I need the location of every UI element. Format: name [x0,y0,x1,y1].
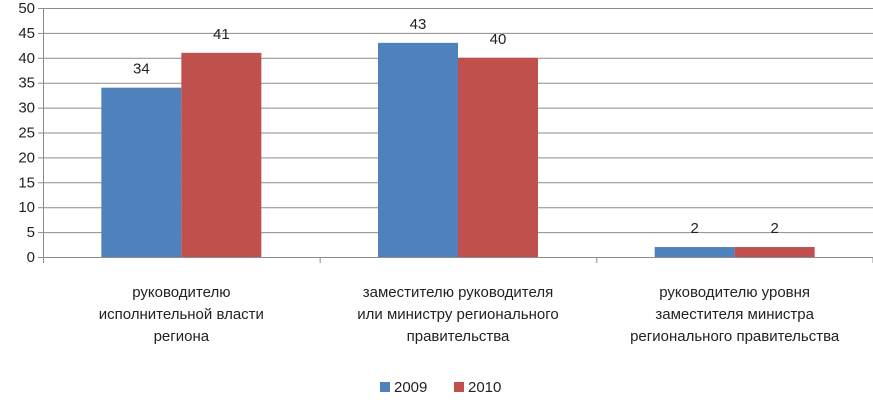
x-category-label: заместителю руководителя или министру рег… [357,284,558,345]
data-label: 34 [133,61,150,78]
data-label: 41 [213,26,230,43]
data-label: 2 [690,220,698,237]
legend-label-2010: 2010 [468,379,501,396]
y-tick-label: 10 [18,199,35,216]
legend-label-2009: 2009 [394,379,427,396]
y-tick-label: 5 [27,224,35,241]
bar-2009 [378,42,458,257]
y-tick-label: 30 [18,100,35,117]
legend-swatch-2009 [380,382,390,392]
bar-2010 [458,57,538,257]
y-axis: 0 5 10 15 20 25 30 35 40 45 50 [18,0,44,266]
bar-2009 [654,247,735,257]
data-label: 40 [490,31,507,48]
y-tick-label: 20 [18,149,35,166]
y-tick-label: 45 [18,25,35,42]
y-tick-label: 0 [27,249,35,266]
y-tick-label: 40 [18,50,35,67]
data-label: 2 [770,220,778,237]
bar-2010 [734,247,815,257]
legend: 2009 2010 [380,379,501,396]
legend-swatch-2010 [454,382,464,392]
y-tick-label: 50 [18,0,35,17]
bars: 34 41 43 40 2 2 [101,16,815,258]
data-label: 43 [410,16,427,33]
y-tick-label: 15 [18,174,35,191]
x-category-label: руководителю исполнительной власти региона [99,284,264,345]
x-category-label: руководителю уровня заместителя министра р… [630,284,840,345]
y-tick-label: 35 [18,75,35,92]
x-axis: руководителю исполнительной власти региона… [43,257,873,345]
bar-2010 [181,52,262,257]
bar-2009 [101,87,182,258]
y-tick-label: 25 [18,125,35,142]
